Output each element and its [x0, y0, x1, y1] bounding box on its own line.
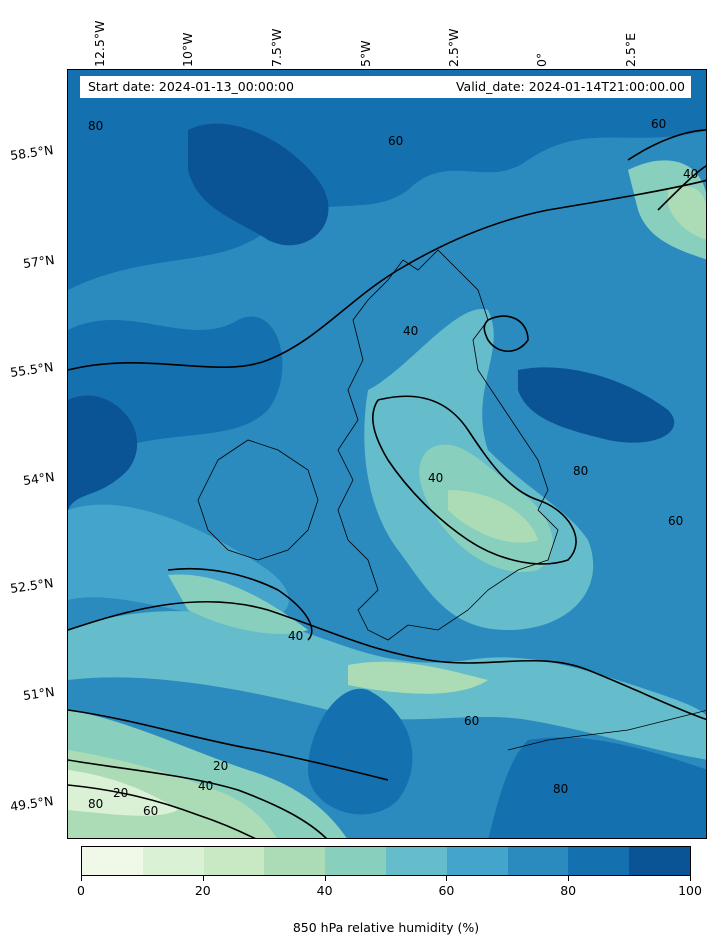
humid-core-west — [68, 395, 138, 510]
colorbar-swatch — [629, 847, 690, 875]
coastline-ireland — [197, 439, 319, 561]
colorbar-tick-label: 80 — [560, 883, 577, 898]
colorbar-swatch — [203, 847, 265, 875]
humidity-map: 80 60 40 40 80 60 40 60 20 20 40 80 60 8… — [67, 69, 707, 839]
colorbar-swatch — [507, 847, 569, 875]
longitude-label: 5°W — [358, 40, 373, 67]
contour-label-80: 80 — [88, 797, 103, 811]
humid-region-southeast — [488, 737, 706, 838]
contour-label-80: 80 — [573, 464, 588, 478]
contour-value-labels: 80 60 40 40 80 60 40 60 20 20 40 80 60 8… — [88, 117, 698, 818]
contour-line-80-south — [68, 709, 389, 781]
driest-patch-england — [448, 490, 538, 543]
colorbar-swatch — [568, 847, 630, 875]
coastline-great-britain — [337, 249, 559, 641]
colorbar-tick-label: 0 — [77, 883, 85, 898]
latitude-label: 51°N — [22, 683, 56, 704]
dry-streak-channel — [348, 661, 488, 694]
colorbar-tick — [568, 876, 570, 881]
contour-lines — [68, 129, 706, 838]
contour-line-40-southwest — [68, 759, 328, 838]
contour-line-40-england — [372, 395, 577, 565]
latitude-label: 55.5°N — [9, 359, 55, 380]
contour-line-40-northeast — [657, 165, 706, 211]
contour-label-80: 80 — [553, 782, 568, 796]
contour-label-40: 40 — [683, 167, 698, 181]
colorbar-tick-label: 40 — [316, 883, 333, 898]
colorbar-tick-label: 100 — [678, 883, 702, 898]
contour-label-60: 60 — [388, 134, 403, 148]
longitude-label: 12.5°W — [92, 20, 107, 67]
contour-label-40: 40 — [403, 324, 418, 338]
contour-label-20: 20 — [113, 786, 128, 800]
longitude-label: 2.5°W — [446, 28, 461, 68]
contour-line-40-closed — [483, 315, 529, 353]
longitude-label: 7.5°W — [269, 28, 284, 68]
contour-line-60-irish — [167, 567, 313, 641]
colorbar-title: 850 hPa relative humidity (%) — [292, 920, 480, 935]
latitude-label: 58.5°N — [9, 142, 55, 163]
longitude-label: 10°W — [180, 32, 195, 67]
colorbar — [81, 846, 691, 876]
colorbar-swatch — [385, 847, 447, 875]
date-info-box: Start date: 2024-01-13_00:00:00 Valid_da… — [80, 76, 691, 98]
contour-label-60: 60 — [143, 804, 158, 818]
latitude-label: 49.5°N — [9, 793, 55, 814]
humid-core-northsea — [518, 367, 675, 443]
longitude-label: 2.5°E — [623, 32, 638, 67]
contour-line-20-southwest — [68, 784, 256, 838]
colorbar-swatch — [82, 847, 143, 875]
colorbar-tick — [202, 876, 204, 881]
contour-label-80: 80 — [88, 119, 103, 133]
colorbar-swatch — [142, 847, 204, 875]
contour-label-40: 40 — [288, 629, 303, 643]
colorbar-tick — [446, 876, 448, 881]
contour-label-40: 40 — [198, 779, 213, 793]
drier-region-southwest — [68, 750, 277, 838]
contour-label-60: 60 — [651, 117, 666, 131]
colorbar-tick — [324, 876, 326, 881]
colorbar-swatch — [446, 847, 508, 875]
map-canvas: 80 60 40 40 80 60 40 60 20 20 40 80 60 8… — [68, 70, 706, 838]
contour-label-60: 60 — [668, 514, 683, 528]
driest-region-northeast — [668, 186, 706, 240]
contour-label-60: 60 — [464, 714, 479, 728]
contour-line-60-north — [68, 179, 706, 371]
colorbar-tick-label: 20 — [194, 883, 211, 898]
humid-core-scotland — [188, 123, 329, 246]
colorbar-swatch — [325, 847, 386, 875]
colorbar-swatch — [264, 847, 326, 875]
contour-line-80-northeast — [627, 129, 706, 161]
contour-label-40: 40 — [428, 471, 443, 485]
longitude-label: 0° — [534, 52, 549, 67]
valid-date-text: Valid_date: 2024-01-14T21:00:00.00 — [455, 79, 685, 94]
humid-core-south — [308, 688, 413, 815]
colorbar-tick — [690, 876, 691, 881]
start-date-text: Start date: 2024-01-13_00:00:00 — [88, 79, 294, 94]
coastline-continent — [507, 710, 706, 751]
contour-line-60-channel — [68, 600, 706, 721]
contour-label-20: 20 — [213, 759, 228, 773]
latitude-label: 52.5°N — [9, 575, 55, 596]
colorbar-tick — [81, 876, 82, 881]
latitude-label: 57°N — [22, 251, 56, 272]
colorbar-tick-label: 60 — [438, 883, 455, 898]
latitude-label: 54°N — [22, 468, 56, 489]
